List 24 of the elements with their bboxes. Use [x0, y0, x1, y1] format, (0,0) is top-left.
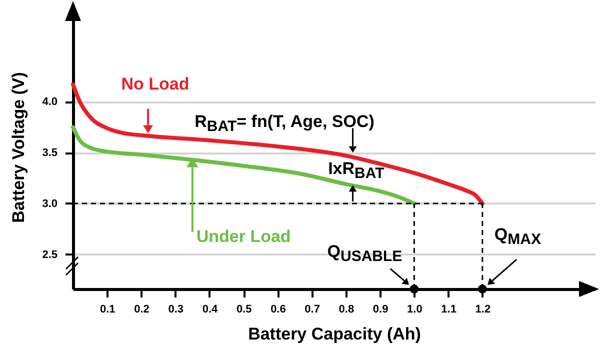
text: No Load: [121, 74, 190, 94]
x-tick-label: 1.2: [475, 304, 491, 316]
y-tick-label: 3.5: [42, 147, 58, 160]
x-tick-label: 1.1: [441, 304, 456, 316]
annotation: IxR$_{BAT}$: [328, 158, 384, 182]
annotation: R$_{BAT}$= fn(T, Age, SOC): [194, 112, 374, 135]
x-tick-label: 0.3: [168, 304, 184, 316]
x-tick-label: 0.1: [100, 304, 116, 316]
ref-line-label: Q$_{USABLE}$: [327, 242, 402, 265]
x-tick-label: 0.5: [236, 304, 252, 316]
ref-line-label: Q$_{MAX}$: [494, 225, 541, 248]
x-tick-label: 0.9: [372, 304, 388, 316]
x-axis-title: Battery Capacity (Ah): [248, 324, 421, 344]
x-tick-label: 1.0: [407, 304, 422, 316]
x-tick-label: 0.4: [202, 304, 218, 316]
y-tick-label: 4.0: [42, 96, 58, 108]
text: Under Load: [196, 227, 291, 246]
y-axis-title: Battery Voltage (V): [9, 72, 28, 223]
x-tick-label: 0.2: [134, 304, 150, 316]
x-tick-label: 0.8: [338, 304, 354, 316]
y-tick-label: 2.5: [42, 248, 58, 261]
y-tick-label: 3.0: [42, 198, 58, 210]
x-tick-label: 0.6: [270, 304, 286, 316]
x-tick-label: 0.7: [304, 304, 320, 316]
